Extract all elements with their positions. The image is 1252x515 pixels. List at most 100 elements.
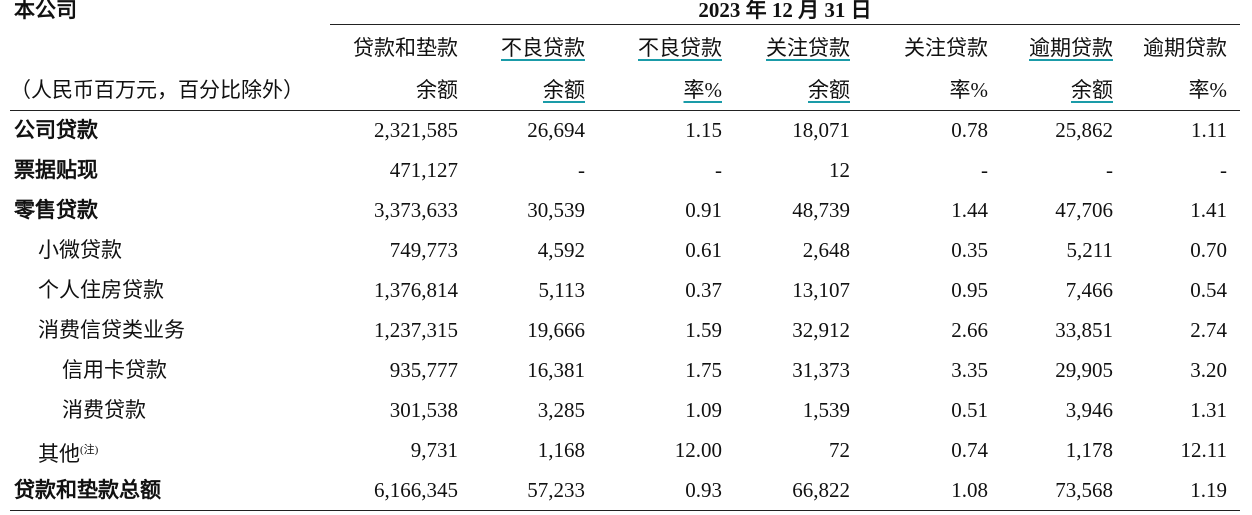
column-header: 不良贷款: [638, 36, 722, 60]
row-label-text: 贷款和垫款总额: [14, 478, 161, 502]
cell: 2,321,585: [374, 118, 458, 142]
cell: 12: [829, 158, 850, 182]
cell: 6,166,345: [374, 478, 458, 502]
column-header: 余额: [543, 78, 585, 102]
cell: 749,773: [389, 238, 458, 262]
row-label-text: 小微贷款: [38, 238, 122, 262]
row-label-text: 消费信贷类业务: [38, 318, 185, 342]
cell: 301,538: [389, 398, 458, 422]
column-header: 余额: [416, 78, 458, 102]
cell: 47,706: [1055, 198, 1113, 222]
column-header-text: 余额: [1071, 78, 1113, 102]
cell: 0.93: [685, 478, 722, 502]
cell: 66,822: [792, 478, 850, 502]
column-header: 逾期贷款: [1029, 36, 1113, 60]
cell: -: [1106, 158, 1113, 182]
cell: 31,373: [792, 358, 850, 382]
cell: 0.91: [685, 198, 722, 222]
cell: 471,127: [389, 158, 458, 182]
cell: -: [578, 158, 585, 182]
cell: 57,233: [527, 478, 585, 502]
cell: 2.74: [1190, 318, 1227, 342]
cell: 1.59: [685, 318, 722, 342]
cell: 33,851: [1055, 318, 1113, 342]
column-header: 关注贷款: [904, 36, 988, 60]
column-header-text: 率%: [949, 78, 989, 102]
rule: [10, 510, 1240, 511]
company: 本公司: [14, 0, 77, 22]
column-header-text: 逾期贷款: [1029, 36, 1113, 60]
cell: 13,107: [792, 278, 850, 302]
row-label-text: 其他: [38, 442, 80, 466]
cell: 5,113: [538, 278, 585, 302]
column-header-text: 贷款和垫款: [353, 36, 458, 60]
row-note: (注): [80, 444, 99, 456]
row-label-text: 消费贷款: [62, 398, 146, 422]
row-label: 消费信贷类业务: [38, 318, 185, 342]
row-label: 其他(注): [38, 438, 98, 466]
cell: 0.51: [951, 398, 988, 422]
row-label: 贷款和垫款总额: [14, 478, 161, 502]
cell: 3.35: [951, 358, 988, 382]
column-header: 余额: [1071, 78, 1113, 102]
cell: 1.75: [685, 358, 722, 382]
cell: 0.54: [1190, 278, 1227, 302]
cell: 3,285: [537, 398, 585, 422]
column-header-text: 逾期贷款: [1143, 36, 1227, 60]
row-label: 公司贷款: [14, 118, 98, 142]
cell: 0.35: [951, 238, 988, 262]
cell: 9,731: [410, 438, 458, 462]
cell: 29,905: [1055, 358, 1113, 382]
cell: 26,694: [527, 118, 585, 142]
column-header: 率%: [684, 78, 723, 102]
date: 2023 年 12 月 31 日: [698, 0, 872, 22]
cell: 25,862: [1055, 118, 1113, 142]
cell: -: [981, 158, 988, 182]
cell: 7,466: [1065, 278, 1113, 302]
cell: 3,373,633: [374, 198, 458, 222]
column-header: 率%: [950, 78, 989, 102]
cell: 73,568: [1055, 478, 1113, 502]
row-label: 消费贷款: [62, 398, 146, 422]
row-label-text: 票据贴现: [14, 158, 98, 182]
cell: -: [715, 158, 722, 182]
cell: 1.09: [685, 398, 722, 422]
cell: 0.74: [951, 438, 988, 462]
cell: 1,168: [537, 438, 585, 462]
cell: 0.95: [951, 278, 988, 302]
cell: 0.61: [685, 238, 722, 262]
cell: 2.66: [951, 318, 988, 342]
column-header: 贷款和垫款: [353, 36, 458, 60]
cell: 16,381: [527, 358, 585, 382]
cell: 48,739: [792, 198, 850, 222]
unit-note: （人民币百万元，百分比除外）: [10, 78, 304, 102]
cell: 0.70: [1190, 238, 1227, 262]
column-header-text: 不良贷款: [638, 36, 722, 60]
column-header-text: 率%: [683, 78, 723, 102]
cell: 935,777: [389, 358, 458, 382]
cell: 1.11: [1191, 118, 1227, 142]
cell: 1.19: [1190, 478, 1227, 502]
row-label: 信用卡贷款: [62, 358, 167, 382]
cell: 1.41: [1190, 198, 1227, 222]
row-label: 小微贷款: [38, 238, 122, 262]
cell: 3,946: [1065, 398, 1113, 422]
cell: 4,592: [537, 238, 585, 262]
cell: 32,912: [792, 318, 850, 342]
row-label: 零售贷款: [14, 198, 98, 222]
row-label-text: 零售贷款: [14, 198, 98, 222]
column-header: 逾期贷款: [1143, 36, 1227, 60]
row-label: 票据贴现: [14, 158, 98, 182]
column-header: 不良贷款: [501, 36, 585, 60]
row-label-text: 公司贷款: [14, 118, 98, 142]
cell: 1,178: [1065, 438, 1113, 462]
cell: -: [1220, 158, 1227, 182]
row-label: 个人住房贷款: [38, 278, 164, 302]
cell: 1,376,814: [374, 278, 458, 302]
cell: 18,071: [792, 118, 850, 142]
column-header: 余额: [808, 78, 850, 102]
column-header-text: 关注贷款: [766, 36, 850, 60]
row-label-text: 信用卡贷款: [62, 358, 167, 382]
column-header-text: 关注贷款: [904, 36, 988, 60]
